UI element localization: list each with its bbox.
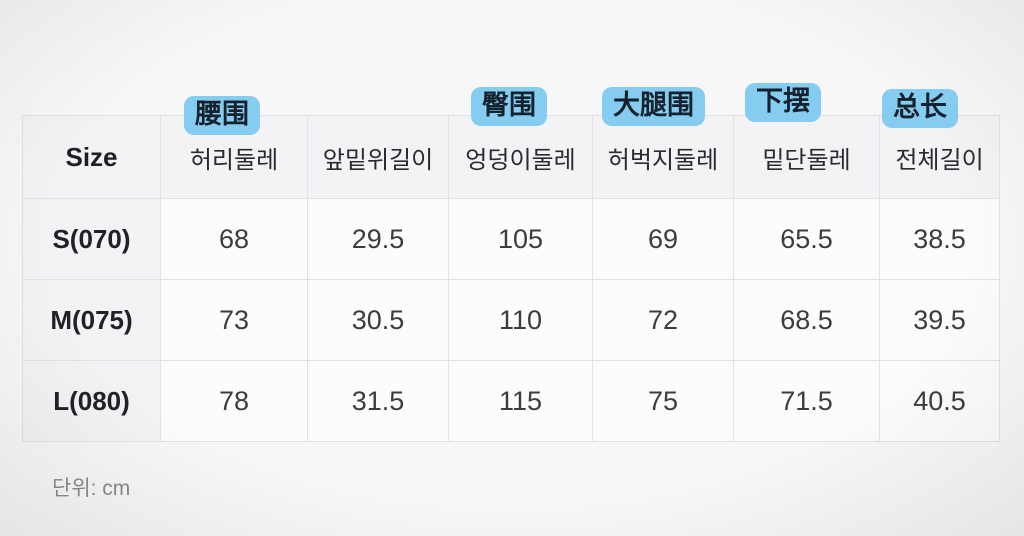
cell-m-hip: 110 xyxy=(448,279,593,361)
table-row: L(080) 78 31.5 115 75 71.5 40.5 xyxy=(22,360,1000,442)
annotation-chip-waist: 腰围 xyxy=(184,96,260,135)
cell-m-hem: 68.5 xyxy=(733,279,880,361)
annotation-chip-total-length: 总长 xyxy=(882,89,958,128)
table-row: S(070) 68 29.5 105 69 65.5 38.5 xyxy=(22,198,1000,280)
row-label-size-s: S(070) xyxy=(22,198,161,280)
cell-m-front-rise: 30.5 xyxy=(307,279,449,361)
cell-m-thigh: 72 xyxy=(592,279,734,361)
cell-m-waist: 73 xyxy=(160,279,308,361)
cell-l-hem: 71.5 xyxy=(733,360,880,442)
column-header-hem: 밑단둘레 xyxy=(733,115,880,199)
cell-l-hip: 115 xyxy=(448,360,593,442)
row-label-size-m: M(075) xyxy=(22,279,161,361)
cell-s-hem: 65.5 xyxy=(733,198,880,280)
column-header-size: Size xyxy=(22,115,161,199)
row-label-size-l: L(080) xyxy=(22,360,161,442)
annotation-chip-hip: 臀围 xyxy=(471,87,547,126)
annotation-chip-thigh: 大腿围 xyxy=(602,87,705,126)
column-header-front-rise: 앞밑위길이 xyxy=(307,115,449,199)
cell-s-waist: 68 xyxy=(160,198,308,280)
cell-s-total-length: 38.5 xyxy=(879,198,1000,280)
column-header-thigh: 허벅지둘레 xyxy=(592,115,734,199)
column-header-hip: 엉덩이둘레 xyxy=(448,115,593,199)
cell-l-total-length: 40.5 xyxy=(879,360,1000,442)
cell-l-thigh: 75 xyxy=(592,360,734,442)
table-header-row: Size 허리둘레 앞밑위길이 엉덩이둘레 허벅지둘레 밑단둘레 전체길이 xyxy=(22,115,1000,199)
annotation-chip-hem: 下摆 xyxy=(745,83,821,122)
table-row: M(075) 73 30.5 110 72 68.5 39.5 xyxy=(22,279,1000,361)
cell-s-front-rise: 29.5 xyxy=(307,198,449,280)
cell-s-hip: 105 xyxy=(448,198,593,280)
cell-l-front-rise: 31.5 xyxy=(307,360,449,442)
cell-m-total-length: 39.5 xyxy=(879,279,1000,361)
size-table: Size 허리둘레 앞밑위길이 엉덩이둘레 허벅지둘레 밑단둘레 전체길이 S(… xyxy=(22,115,1000,442)
cell-l-waist: 78 xyxy=(160,360,308,442)
unit-note: 단위: cm xyxy=(52,477,131,500)
cell-s-thigh: 69 xyxy=(592,198,734,280)
